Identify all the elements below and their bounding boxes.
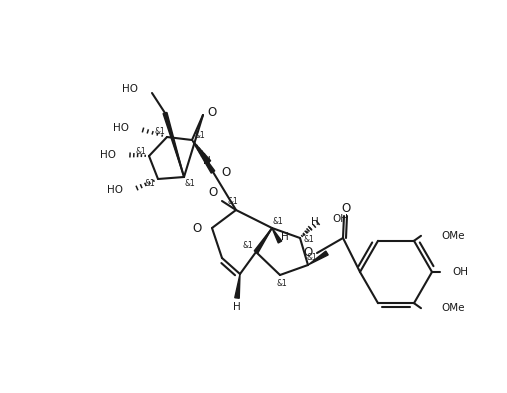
Text: &1: &1 <box>228 198 238 206</box>
Polygon shape <box>192 140 215 173</box>
Text: &1: &1 <box>307 252 317 261</box>
Text: &1: &1 <box>195 130 205 140</box>
Polygon shape <box>163 112 184 177</box>
Text: &1: &1 <box>273 217 283 226</box>
Text: &1: &1 <box>277 279 287 288</box>
Text: OH: OH <box>452 267 468 277</box>
Polygon shape <box>192 140 211 163</box>
Text: HO: HO <box>113 123 129 133</box>
Polygon shape <box>272 228 282 243</box>
Text: H: H <box>233 302 241 312</box>
Text: OH: OH <box>332 214 348 224</box>
Text: &1: &1 <box>155 127 165 136</box>
Text: HO: HO <box>122 84 138 94</box>
Text: OMe: OMe <box>441 303 464 313</box>
Text: &1: &1 <box>136 147 147 156</box>
Text: O: O <box>221 165 230 178</box>
Text: O: O <box>208 187 218 200</box>
Text: &1: &1 <box>185 178 195 187</box>
Text: HO: HO <box>107 185 123 195</box>
Text: O: O <box>303 246 313 259</box>
Text: O: O <box>193 222 202 235</box>
Text: H: H <box>281 232 289 242</box>
Text: &1: &1 <box>144 180 155 189</box>
Text: O: O <box>341 202 350 215</box>
Text: &1: &1 <box>243 241 254 250</box>
Text: H: H <box>203 156 211 166</box>
Polygon shape <box>235 274 240 298</box>
Text: &1: &1 <box>304 235 314 244</box>
Text: OMe: OMe <box>441 231 464 241</box>
Polygon shape <box>308 251 328 265</box>
Text: H: H <box>311 217 319 227</box>
Text: HO: HO <box>100 150 116 160</box>
Text: O: O <box>207 107 216 119</box>
Polygon shape <box>254 228 272 253</box>
